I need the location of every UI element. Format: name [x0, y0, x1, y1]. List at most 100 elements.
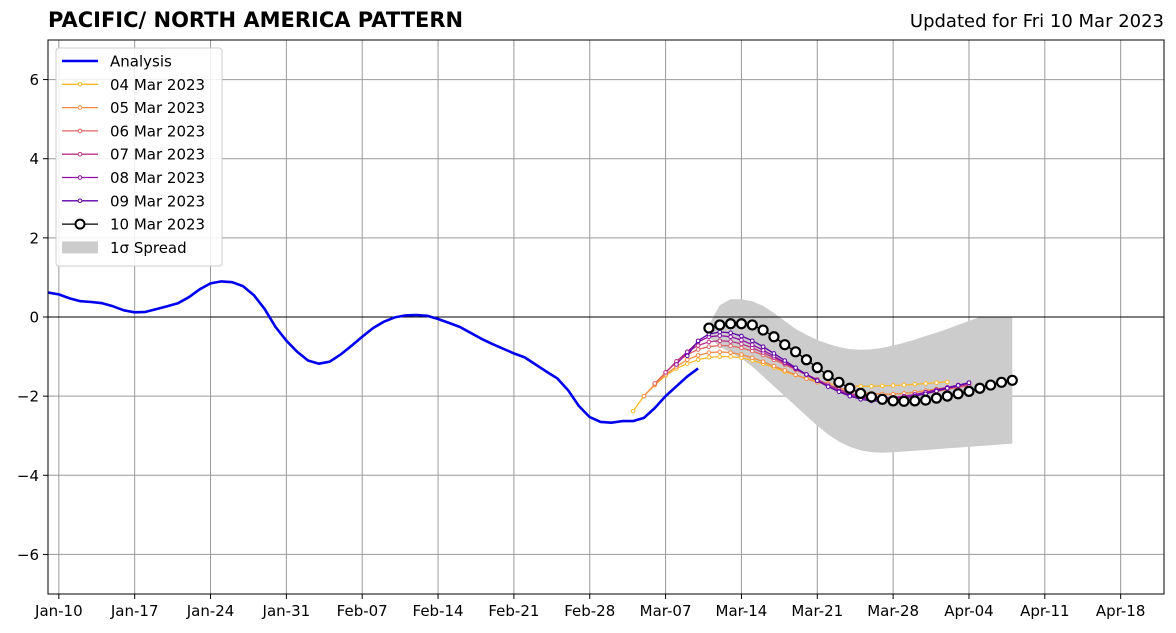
latest-forecast-point: [1006, 374, 1018, 386]
forecast-point: [739, 345, 744, 351]
x-tick-label: Apr-04: [944, 602, 994, 620]
forecast-point: [890, 383, 896, 388]
legend-item: 08 Mar 2023: [62, 169, 205, 187]
forecast-point: [760, 344, 766, 349]
forecast-point: [641, 393, 647, 399]
x-tick-label: Mar-21: [791, 602, 843, 620]
legend-marker: [77, 175, 83, 180]
forecast-point: [836, 389, 842, 395]
legend-marker: [77, 128, 83, 134]
legend-marker: [77, 151, 83, 157]
forecast-point: [879, 383, 885, 389]
latest-forecast-point: [855, 387, 867, 399]
legend-item: 1σ Spread: [62, 239, 187, 257]
forecast-point: [966, 380, 972, 385]
legend-label: 04 Mar 2023: [110, 76, 205, 94]
forecast-point: [717, 349, 723, 355]
forecast-point: [739, 341, 744, 347]
legend-label: 07 Mar 2023: [110, 146, 205, 164]
latest-forecast-point: [941, 390, 953, 402]
forecast-point: [934, 380, 939, 385]
latest-forecast-point: [985, 379, 997, 391]
updated-date: Updated for Fri 10 Mar 2023: [909, 11, 1164, 32]
forecast-point: [825, 384, 831, 389]
y-tick-label: 4: [29, 150, 39, 168]
latest-forecast-point: [974, 382, 986, 394]
latest-forecast-point: [746, 319, 758, 331]
forecast-point: [739, 333, 744, 339]
legend-label: Analysis: [110, 53, 172, 71]
x-tick-label: Apr-11: [1020, 602, 1070, 620]
forecast-point: [695, 353, 701, 358]
forecast-point: [923, 381, 928, 386]
legend-item: 07 Mar 2023: [62, 146, 205, 164]
forecast-point: [695, 357, 701, 363]
forecast-point: [695, 347, 701, 352]
latest-forecast-point: [768, 331, 780, 343]
legend-swatch: [62, 241, 98, 254]
latest-forecast-point: [735, 318, 748, 330]
latest-forecast-point: [865, 391, 878, 403]
forecast-point: [674, 362, 679, 367]
legend-item: 09 Mar 2023: [62, 192, 205, 210]
y-tick-label: −4: [17, 467, 39, 485]
forecast-point: [945, 385, 950, 391]
forecast-point: [706, 344, 712, 349]
x-tick-label: Feb-07: [337, 602, 388, 620]
x-tick-label: Feb-28: [564, 602, 615, 620]
forecast-point: [771, 351, 777, 356]
forecast-point: [847, 393, 853, 399]
forecast-point: [912, 381, 918, 387]
latest-forecast-point: [952, 388, 964, 400]
forecast-point: [945, 379, 950, 385]
legend-label: 1σ Spread: [110, 239, 187, 257]
forecast-point: [684, 361, 690, 366]
legend-item: 10 Mar 2023: [62, 216, 205, 234]
forecast-point: [749, 342, 755, 348]
forecast-point: [717, 329, 723, 335]
latest-forecast-point: [811, 362, 823, 374]
forecast-point: [728, 343, 733, 349]
latest-forecast-point: [844, 382, 856, 394]
forecast-point: [706, 339, 712, 345]
latest-forecast-point: [876, 393, 888, 405]
forecast-point: [739, 337, 744, 343]
forecast-point: [869, 383, 874, 389]
forecast-point: [901, 382, 907, 388]
forecast-point: [695, 343, 701, 348]
forecast-point: [728, 334, 733, 340]
legend-item: 04 Mar 2023: [62, 76, 205, 94]
forecast-point: [771, 363, 777, 369]
forecast-point: [728, 339, 733, 344]
forecast-point: [793, 372, 798, 378]
latest-forecast-point: [920, 394, 932, 406]
forecast-point: [717, 343, 723, 348]
latest-forecast-point: [909, 395, 921, 407]
forecast-point: [760, 359, 766, 365]
forecast-point: [728, 350, 733, 355]
legend-marker: [77, 82, 83, 87]
x-tick-label: Feb-14: [413, 602, 464, 620]
y-tick-label: −6: [17, 546, 39, 564]
legend-item: Analysis: [62, 53, 172, 71]
x-tick-label: Mar-14: [716, 602, 768, 620]
forecast-point: [814, 378, 820, 384]
forecast-point: [684, 357, 690, 363]
y-tick-label: 6: [29, 71, 39, 89]
plot-area: [48, 280, 1164, 453]
forecast-point: [858, 383, 863, 389]
legend-marker: [77, 198, 83, 204]
x-tick-label: Mar-07: [640, 602, 692, 620]
forecast-point: [804, 376, 809, 382]
forecast-point: [782, 358, 788, 363]
forecast-point: [934, 388, 939, 394]
x-tick-label: Feb-21: [488, 602, 539, 620]
forecast-point: [684, 353, 690, 359]
latest-forecast-point: [833, 376, 845, 388]
x-tick-label: Jan-31: [262, 602, 311, 620]
forecast-point: [630, 408, 636, 414]
analysis-line: [48, 280, 699, 425]
legend-marker: [74, 218, 86, 230]
forecast-point: [760, 347, 766, 353]
x-tick-label: Apr-18: [1096, 602, 1146, 620]
